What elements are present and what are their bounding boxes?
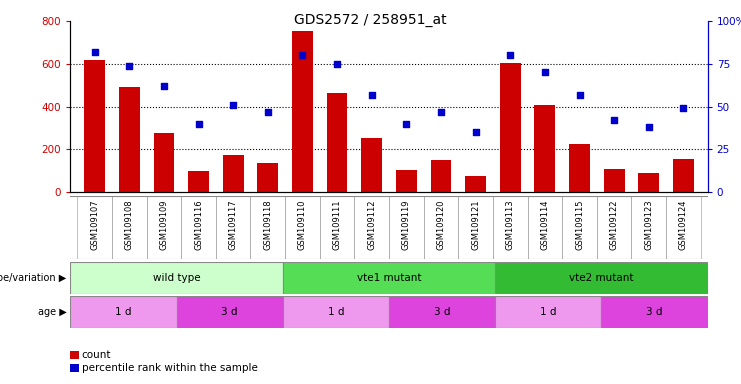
Bar xyxy=(673,159,694,192)
Bar xyxy=(153,133,174,192)
Bar xyxy=(495,296,602,328)
Text: GSM109119: GSM109119 xyxy=(402,199,411,250)
Bar xyxy=(84,60,105,192)
Point xyxy=(366,91,378,98)
Text: 1 d: 1 d xyxy=(116,307,132,317)
Bar xyxy=(70,262,283,294)
Text: count: count xyxy=(82,350,111,360)
Text: 3 d: 3 d xyxy=(434,307,451,317)
Bar xyxy=(223,155,244,192)
Bar xyxy=(495,262,708,294)
Text: GDS2572 / 258951_at: GDS2572 / 258951_at xyxy=(294,13,447,27)
Point xyxy=(400,121,412,127)
Bar xyxy=(389,296,495,328)
Bar xyxy=(534,106,555,192)
Bar xyxy=(257,163,278,192)
Text: 3 d: 3 d xyxy=(222,307,238,317)
Text: GSM109118: GSM109118 xyxy=(263,199,272,250)
Point xyxy=(608,117,620,123)
Point xyxy=(505,52,516,58)
Point xyxy=(435,109,447,115)
Point xyxy=(227,102,239,108)
Text: vte1 mutant: vte1 mutant xyxy=(356,273,422,283)
Bar xyxy=(602,296,708,328)
Bar xyxy=(283,296,389,328)
Text: GSM109109: GSM109109 xyxy=(159,199,168,250)
Text: age ▶: age ▶ xyxy=(38,307,67,317)
Bar xyxy=(188,170,209,192)
Point xyxy=(539,70,551,76)
Text: GSM109117: GSM109117 xyxy=(229,199,238,250)
Text: GSM109111: GSM109111 xyxy=(333,199,342,250)
Bar xyxy=(465,176,486,192)
Text: percentile rank within the sample: percentile rank within the sample xyxy=(82,363,257,373)
Point xyxy=(158,83,170,89)
Text: GSM109115: GSM109115 xyxy=(575,199,584,250)
Text: 3 d: 3 d xyxy=(646,307,662,317)
Bar xyxy=(604,169,625,192)
Point xyxy=(470,129,482,135)
Text: GSM109124: GSM109124 xyxy=(679,199,688,250)
Text: GSM109122: GSM109122 xyxy=(610,199,619,250)
Text: 1 d: 1 d xyxy=(540,307,556,317)
Bar xyxy=(569,144,590,192)
Point xyxy=(262,109,273,115)
Point xyxy=(643,124,655,130)
Bar xyxy=(119,87,139,192)
Point xyxy=(89,49,101,55)
Bar xyxy=(283,262,495,294)
Bar xyxy=(396,170,416,192)
Text: wild type: wild type xyxy=(153,273,200,283)
Text: GSM109121: GSM109121 xyxy=(471,199,480,250)
Bar xyxy=(292,31,313,192)
Point xyxy=(331,61,343,67)
Bar xyxy=(70,296,176,328)
Bar xyxy=(639,173,659,192)
Point xyxy=(193,121,205,127)
Bar xyxy=(362,137,382,192)
Bar xyxy=(500,63,521,192)
Text: GSM109120: GSM109120 xyxy=(436,199,445,250)
Point xyxy=(574,91,585,98)
Text: genotype/variation ▶: genotype/variation ▶ xyxy=(0,273,67,283)
Point xyxy=(296,52,308,58)
Text: GSM109113: GSM109113 xyxy=(506,199,515,250)
Text: GSM109107: GSM109107 xyxy=(90,199,99,250)
Point xyxy=(677,105,689,111)
Text: GSM109116: GSM109116 xyxy=(194,199,203,250)
Bar xyxy=(327,93,348,192)
Point xyxy=(123,63,135,69)
Text: GSM109108: GSM109108 xyxy=(124,199,134,250)
Text: GSM109112: GSM109112 xyxy=(368,199,376,250)
Text: 1 d: 1 d xyxy=(328,307,344,317)
Bar xyxy=(176,296,283,328)
Bar xyxy=(431,160,451,192)
Text: vte2 mutant: vte2 mutant xyxy=(569,273,634,283)
Text: GSM109123: GSM109123 xyxy=(644,199,654,250)
Text: GSM109114: GSM109114 xyxy=(540,199,549,250)
Text: GSM109110: GSM109110 xyxy=(298,199,307,250)
